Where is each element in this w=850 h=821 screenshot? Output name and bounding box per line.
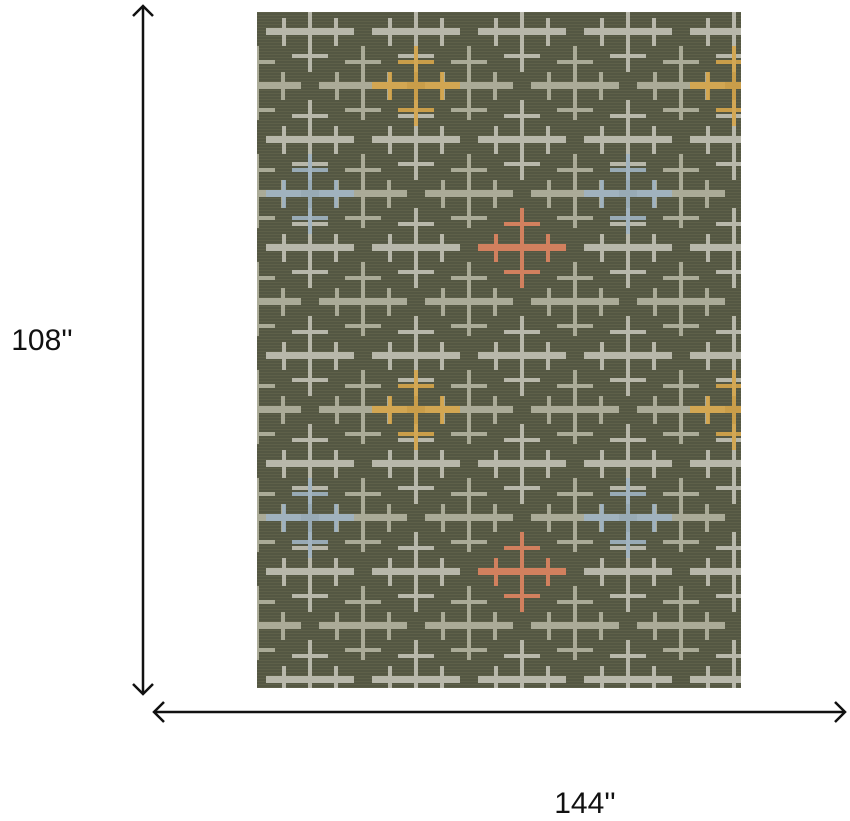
width-arrow xyxy=(152,701,847,723)
height-label: 108'' xyxy=(11,324,73,357)
width-label: 144'' xyxy=(554,787,616,820)
height-arrow xyxy=(132,4,154,696)
rug xyxy=(257,12,741,688)
rug-accents xyxy=(257,12,741,688)
